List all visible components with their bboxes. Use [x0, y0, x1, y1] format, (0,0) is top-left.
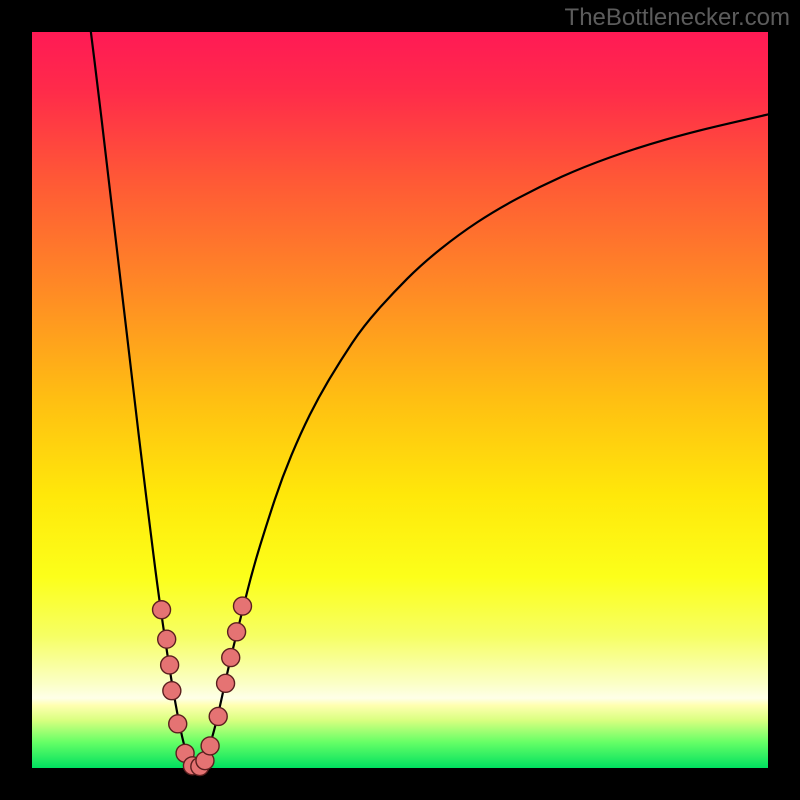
data-marker — [153, 601, 171, 619]
data-marker — [158, 630, 176, 648]
data-marker — [201, 737, 219, 755]
data-marker — [233, 597, 251, 615]
watermark-text: TheBottlenecker.com — [565, 4, 790, 32]
curve-layer — [32, 32, 768, 768]
marker-group — [153, 597, 252, 775]
data-marker — [222, 649, 240, 667]
data-marker — [169, 715, 187, 733]
plot-area — [32, 32, 768, 768]
chart-frame: TheBottlenecker.com — [0, 0, 800, 800]
data-marker — [161, 656, 179, 674]
bottleneck-curve — [91, 32, 768, 767]
data-marker — [217, 674, 235, 692]
data-marker — [209, 707, 227, 725]
data-marker — [163, 682, 181, 700]
data-marker — [228, 623, 246, 641]
